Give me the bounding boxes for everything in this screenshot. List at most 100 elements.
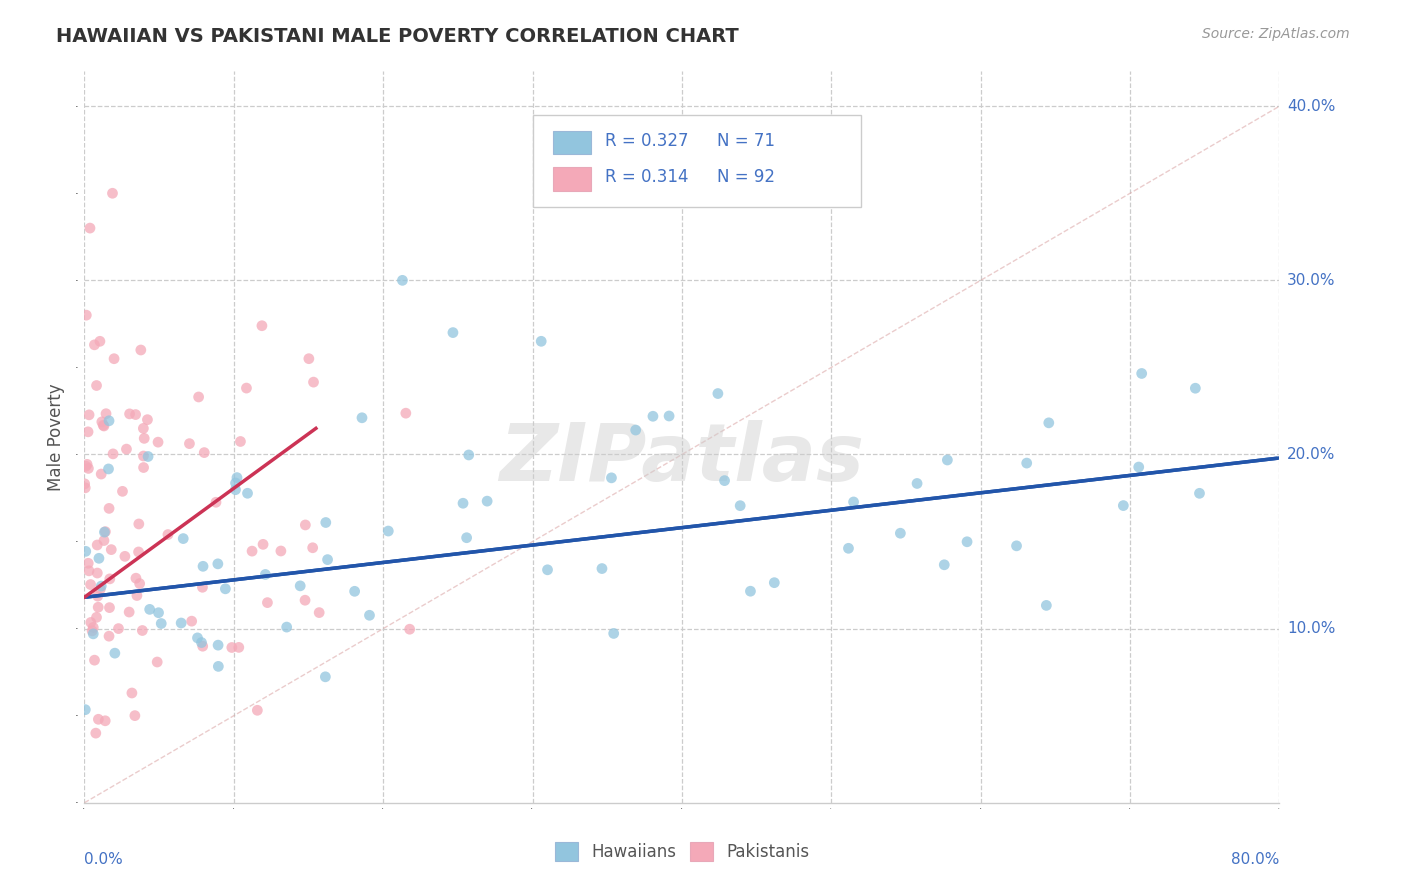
Point — [101, 186, 124, 201]
Point — [205, 495, 228, 509]
Point — [107, 622, 129, 636]
Point — [90, 415, 112, 429]
Point — [343, 584, 366, 599]
Point — [252, 537, 274, 551]
Point — [713, 474, 735, 488]
Point — [1035, 599, 1057, 613]
Point — [79, 577, 101, 591]
Point — [82, 620, 104, 634]
Point — [86, 610, 108, 624]
FancyBboxPatch shape — [553, 167, 591, 191]
Point — [148, 606, 170, 620]
Point — [707, 386, 730, 401]
Point — [125, 571, 148, 585]
Y-axis label: Male Poverty: Male Poverty — [48, 384, 65, 491]
Point — [77, 556, 100, 570]
Point — [89, 334, 111, 349]
Point — [276, 620, 298, 634]
Point — [763, 575, 786, 590]
Point — [236, 486, 259, 500]
Text: 0.0%: 0.0% — [84, 852, 124, 866]
Point — [98, 501, 121, 516]
Point — [98, 629, 121, 643]
Point — [80, 615, 103, 630]
Point — [87, 712, 110, 726]
Point — [226, 470, 249, 484]
Point — [134, 431, 156, 445]
Point — [1112, 499, 1135, 513]
Point — [235, 381, 257, 395]
Text: N = 92: N = 92 — [717, 169, 775, 186]
Point — [128, 545, 150, 559]
Point — [740, 584, 762, 599]
Point — [1128, 460, 1150, 475]
Point — [214, 582, 236, 596]
Point — [103, 351, 125, 366]
Point — [75, 308, 97, 322]
Point — [86, 378, 108, 392]
Point — [82, 627, 104, 641]
Point — [398, 622, 420, 636]
Point — [179, 436, 201, 450]
Point — [97, 462, 120, 476]
Point — [905, 476, 928, 491]
Point — [315, 516, 337, 530]
Point — [77, 564, 100, 578]
Text: R = 0.327: R = 0.327 — [606, 132, 689, 150]
Point — [475, 494, 498, 508]
Point — [150, 616, 173, 631]
Point — [73, 476, 96, 491]
Point — [221, 640, 243, 655]
Point — [104, 646, 127, 660]
Point — [180, 614, 202, 628]
Point — [125, 589, 148, 603]
Point — [301, 541, 323, 555]
Point — [118, 605, 141, 619]
Point — [76, 458, 98, 472]
Point — [136, 412, 159, 426]
Point — [131, 624, 153, 638]
Point — [86, 566, 108, 580]
Point — [240, 544, 263, 558]
Point — [115, 442, 138, 456]
Point — [87, 600, 110, 615]
Point — [842, 495, 865, 509]
Point — [111, 484, 134, 499]
Point — [246, 703, 269, 717]
Point — [224, 483, 246, 497]
Point — [456, 531, 478, 545]
Point — [600, 471, 623, 485]
Point — [536, 563, 558, 577]
Point — [77, 408, 100, 422]
Point — [350, 410, 373, 425]
Point — [359, 608, 381, 623]
Point — [172, 532, 194, 546]
Point — [1015, 456, 1038, 470]
Point — [98, 572, 121, 586]
Point — [441, 326, 464, 340]
Point — [82, 624, 104, 638]
Point — [207, 638, 229, 652]
Point — [934, 558, 956, 572]
Text: Source: ZipAtlas.com: Source: ZipAtlas.com — [1202, 27, 1350, 41]
Point — [193, 445, 215, 459]
Point — [98, 414, 121, 428]
Point — [90, 579, 112, 593]
Point — [377, 524, 399, 538]
Point — [270, 544, 292, 558]
Point — [889, 526, 911, 541]
Point — [191, 580, 214, 594]
Point — [94, 407, 117, 421]
Text: 10.0%: 10.0% — [1286, 621, 1336, 636]
Point — [101, 447, 124, 461]
Point — [624, 423, 647, 437]
Point — [79, 221, 101, 235]
Point — [77, 425, 100, 439]
Point — [146, 435, 169, 450]
Point — [316, 552, 339, 566]
Point — [75, 459, 97, 474]
Point — [75, 703, 97, 717]
Text: N = 71: N = 71 — [717, 132, 775, 150]
Point — [87, 589, 110, 603]
Point — [451, 496, 474, 510]
